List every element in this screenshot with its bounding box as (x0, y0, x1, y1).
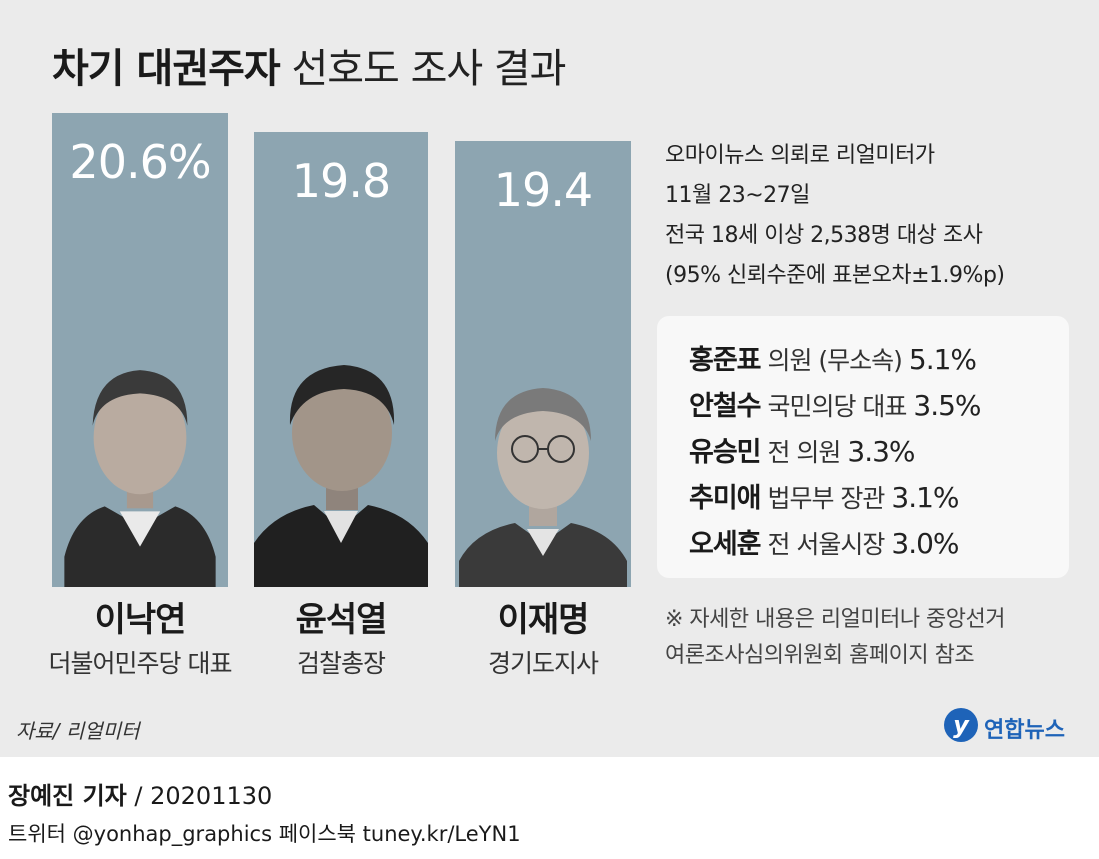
reporter-name: 장예진 기자 (8, 782, 127, 810)
other-candidate-row: 추미애 법무부 장관 3.1% (689, 476, 960, 515)
other-candidate-name: 유승민 (689, 437, 762, 468)
other-candidate-pct: 3.5% (913, 389, 981, 422)
byline: 장예진 기자 / 20201130 (8, 776, 272, 811)
bar-leejaemyung: 19.4 (455, 141, 631, 587)
other-candidate-role: 전 서울시장 (767, 530, 885, 559)
survey-info-line: 11월 23~27일 (665, 183, 810, 208)
logo-text: 연합뉴스 (984, 718, 1065, 743)
candidate-name: 윤석열 (295, 600, 388, 640)
other-candidate-row: 오세훈 전 서울시장 3.0% (689, 522, 960, 561)
other-candidate-name: 안철수 (689, 391, 762, 422)
other-candidate-name: 오세훈 (689, 529, 762, 560)
bar-value-label: 19.4 (493, 163, 593, 217)
publish-date: / 20201130 (126, 782, 273, 810)
bar-value-label: 20.6% (69, 135, 211, 189)
logo-mark-icon: y (944, 708, 978, 742)
other-candidate-row: 유승민 전 의원 3.3% (689, 430, 916, 469)
footnote-line: ※ 자세한 내용은 리얼미터나 중앙선거 (665, 607, 1006, 632)
candidate-role: 검찰총장 (296, 649, 386, 678)
other-candidate-name: 홍준표 (689, 345, 762, 376)
chart-title: 차기 대권주자 선호도 조사 결과 (52, 36, 566, 94)
portrait-leejaemyung (459, 388, 627, 587)
bar-yoonseokyoul: 19.8 (254, 132, 428, 587)
other-candidate-role: 전 의원 (767, 438, 841, 467)
source-label: 자료/ 리얼미터 (16, 719, 140, 743)
survey-info-line: 전국 18세 이상 2,538명 대상 조사 (665, 223, 983, 248)
candidate-name: 이낙연 (94, 600, 187, 640)
other-candidate-row: 홍준표 의원 (무소속) 5.1% (689, 338, 977, 377)
footnote: ※ 자세한 내용은 리얼미터나 중앙선거 여론조사심의위원회 홈페이지 참조 (665, 602, 1006, 674)
other-candidate-pct: 5.1% (908, 343, 977, 376)
candidate-name: 이재명 (497, 600, 590, 640)
other-candidate-role: 의원 (무소속) (767, 346, 902, 375)
bar-leenakyon: 20.6% (52, 113, 228, 587)
other-candidate-pct: 3.3% (847, 435, 915, 468)
portrait-leenakyon (64, 370, 216, 587)
title-light: 선호도 조사 결과 (291, 46, 566, 92)
other-candidates-box: 홍준표 의원 (무소속) 5.1% 안철수 국민의당 대표 3.5% 유승민 전… (657, 316, 1069, 578)
other-candidate-name: 추미애 (689, 483, 762, 514)
footnote-line: 여론조사심의위원회 홈페이지 참조 (665, 643, 975, 668)
title-bold: 차기 대권주자 (52, 46, 281, 92)
other-candidate-row: 안철수 국민의당 대표 3.5% (689, 384, 982, 423)
other-candidate-pct: 3.0% (891, 527, 959, 560)
survey-info-line: (95% 신뢰수준에 표본오차±1.9%p) (665, 263, 1005, 288)
social-credits: 트위터 @yonhap_graphics 페이스북 tuney.kr/LeYN1 (8, 822, 521, 846)
other-candidate-role: 법무부 장관 (767, 484, 885, 513)
survey-info-line: 오마이뉴스 의뢰로 리얼미터가 (665, 143, 935, 168)
other-candidate-pct: 3.1% (891, 481, 959, 514)
bar-value-label: 19.8 (291, 154, 391, 208)
other-candidate-role: 국민의당 대표 (767, 392, 907, 421)
survey-info: 오마이뉴스 의뢰로 리얼미터가 11월 23~27일 전국 18세 이상 2,5… (665, 136, 1005, 296)
candidate-role: 더불어민주당 대표 (48, 649, 233, 678)
portrait-yoonseokyoul (254, 365, 428, 587)
candidate-role: 경기도지사 (487, 649, 599, 678)
